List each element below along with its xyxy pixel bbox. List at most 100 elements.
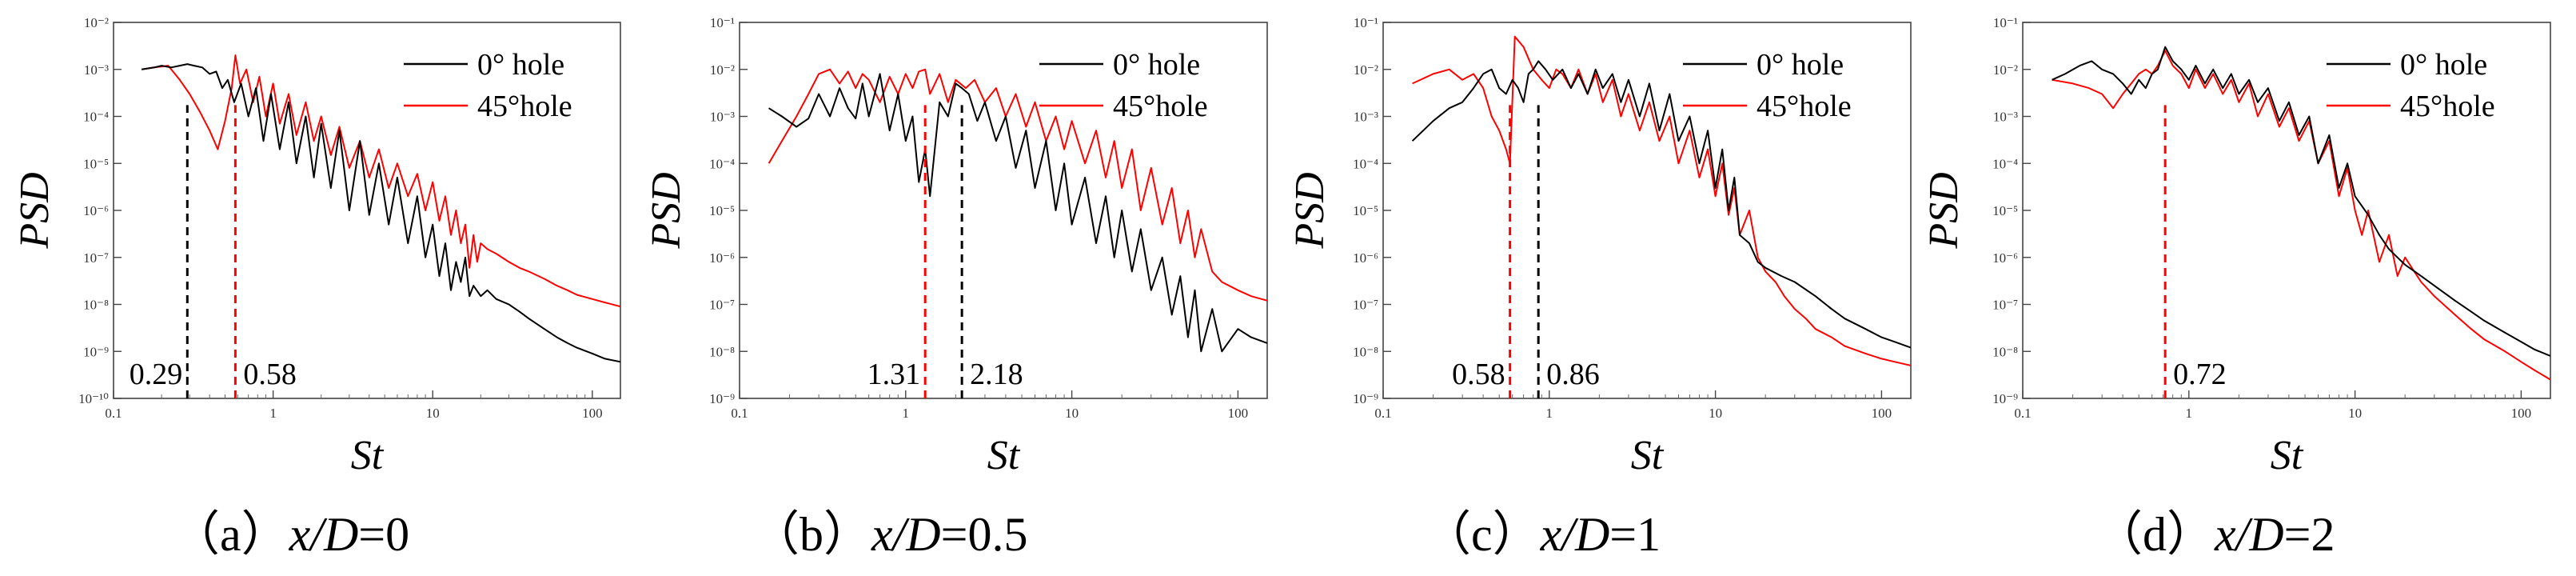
caption-variable: x/D — [289, 508, 359, 561]
caption-value: =1 — [1609, 508, 1661, 561]
panel-caption: （b）x/D=0.5 — [752, 508, 1027, 561]
legend-label: 45°hole — [1757, 90, 1852, 123]
marker-label-0.72: 0.72 — [2173, 358, 2227, 391]
series-group — [1411, 35, 1911, 366]
series-line-zero-deg-hole — [1411, 60, 1911, 349]
y-tick-label: 10⁻⁴ — [83, 110, 109, 125]
x-tick-label: 100 — [1228, 406, 1249, 421]
caption-prefix: （c） — [1423, 508, 1541, 561]
series-group — [768, 68, 1267, 353]
x-tick-label: 100 — [582, 406, 603, 421]
series-line-zero-deg-hole — [768, 73, 1267, 353]
y-tick-label: 10⁻⁶ — [709, 250, 735, 266]
marker-label-1.31: 1.31 — [867, 358, 921, 391]
y-tick-label: 10⁻³ — [84, 62, 109, 78]
caption-prefix: （b） — [752, 508, 871, 561]
chart-panel-b: 0.1 1 10 100 10⁻⁹ 10⁻⁸ 10⁻⁷ 10⁻⁶ 10⁻⁵ 10⁻⁴ 10⁻³ 10⁻… — [644, 15, 1268, 561]
y-tick-label: 10⁻⁸ — [709, 344, 735, 359]
panel-caption: （c）x/D=1 — [1423, 508, 1661, 561]
series-line-zero-deg-hole — [2052, 46, 2550, 357]
y-tick-label: 10⁻⁷ — [1353, 298, 1378, 313]
marker-label-0.58: 0.58 — [243, 358, 297, 391]
x-tick-label: 100 — [2511, 406, 2532, 421]
y-axis-title: PSD — [644, 172, 689, 249]
y-axis-title: PSD — [1921, 172, 1967, 249]
y-tick-label: 10⁻⁴ — [1353, 156, 1378, 171]
y-tick-label: 10⁻⁵ — [709, 203, 735, 218]
marker-label-2.18: 2.18 — [970, 358, 1023, 391]
x-tick-label: 1 — [269, 406, 277, 421]
series-line-forty-five-deg-hole — [142, 54, 620, 308]
caption-value: =0 — [358, 508, 409, 561]
caption-prefix: （a） — [172, 508, 289, 561]
x-tick-label: 10 — [1065, 406, 1079, 421]
x-axis-title: St — [987, 433, 1021, 478]
caption-prefix: （d） — [2095, 508, 2215, 561]
y-tick-label: 10⁻⁷ — [709, 298, 735, 313]
series-line-zero-deg-hole — [142, 63, 620, 363]
x-axis-title: St — [1631, 433, 1665, 478]
series-line-forty-five-deg-hole — [1412, 35, 1911, 366]
legend-label: 45°hole — [1113, 90, 1208, 123]
y-tick-label: 10⁻⁵ — [83, 156, 109, 171]
caption-variable: x/D — [2214, 508, 2284, 561]
y-tick-label: 10⁻¹ — [1993, 15, 2018, 30]
y-tick-label: 10⁻⁵ — [1992, 203, 2018, 218]
legend-label: 45°hole — [2400, 90, 2495, 123]
x-tick-label: 1 — [2186, 406, 2193, 421]
y-tick-label: 10⁻⁶ — [1992, 250, 2018, 266]
x-tick-label: 10 — [426, 406, 440, 421]
y-tick-label: 10⁻⁶ — [83, 203, 109, 218]
y-tick-label: 10⁻⁹ — [1992, 391, 2018, 406]
y-tick-label: 10⁻³ — [1354, 110, 1378, 125]
y-tick-label: 10⁻¹ — [710, 15, 735, 30]
legend-label: 0° hole — [1757, 48, 1844, 82]
y-tick-label: 10⁻⁹ — [709, 391, 735, 406]
y-tick-label: 10⁻² — [84, 15, 109, 30]
y-tick-label: 10⁻¹⁰ — [78, 391, 109, 406]
y-tick-label: 10⁻⁸ — [83, 298, 109, 313]
y-tick-label: 10⁻⁵ — [1353, 203, 1378, 218]
y-tick-label: 10⁻⁶ — [1353, 250, 1378, 266]
y-tick-label: 10⁻² — [710, 62, 735, 78]
y-tick-label: 10⁻³ — [1993, 110, 2018, 125]
y-tick-label: 10⁻¹ — [1354, 15, 1378, 30]
chart-panel-d: 0.1 1 10 100 10⁻⁹ 10⁻⁸ 10⁻⁷ 10⁻⁶ 10⁻⁵ 10⁻⁴ 10⁻³ 10⁻… — [1921, 15, 2551, 561]
x-tick-label: 0.1 — [105, 406, 122, 421]
y-tick-label: 10⁻⁷ — [83, 250, 109, 266]
caption-value: =0.5 — [941, 508, 1028, 561]
y-tick-label: 10⁻⁸ — [1992, 344, 2018, 359]
y-tick-label: 10⁻⁹ — [1353, 391, 1378, 406]
x-tick-label: 100 — [1872, 406, 1892, 421]
y-tick-label: 10⁻⁷ — [1992, 298, 2018, 313]
series-line-forty-five-deg-hole — [2052, 50, 2550, 381]
chart-panel-a: 0.1 1 10 100 10⁻¹⁰ 10⁻⁹ 10⁻⁸ 10⁻⁷ 10⁻⁶ 10⁻⁵ 10⁻⁴ 10… — [12, 15, 621, 561]
y-axis-title: PSD — [12, 172, 58, 249]
y-axis-title: PSD — [1287, 172, 1333, 249]
x-tick-label: 0.1 — [1374, 406, 1391, 421]
y-tick-label: 10⁻⁸ — [1353, 344, 1378, 359]
x-tick-label: 10 — [1709, 406, 1722, 421]
marker-label-0.86: 0.86 — [1546, 358, 1600, 391]
marker-label-0.29: 0.29 — [130, 358, 183, 391]
caption-value: =2 — [2284, 508, 2335, 561]
legend-label: 0° hole — [477, 48, 564, 82]
panel-caption: （a）x/D=0 — [172, 508, 409, 561]
marker-label-0.58: 0.58 — [1452, 358, 1505, 391]
chart-panel-c: 0.1 1 10 100 10⁻⁹ 10⁻⁸ 10⁻⁷ 10⁻⁶ 10⁻⁵ 10⁻⁴ 10⁻³ 10⁻… — [1287, 15, 1912, 561]
legend-label: 0° hole — [1113, 48, 1200, 82]
legend-label: 45°hole — [477, 90, 572, 123]
y-tick-label: 10⁻⁴ — [1992, 156, 2018, 171]
x-tick-label: 0.1 — [731, 406, 748, 421]
series-group — [2052, 46, 2550, 381]
caption-variable: x/D — [1540, 508, 1610, 561]
y-tick-label: 10⁻³ — [710, 110, 735, 125]
panel-caption: （d）x/D=2 — [2095, 508, 2335, 561]
series-group — [142, 54, 620, 363]
x-axis-title: St — [2271, 433, 2304, 478]
x-tick-label: 0.1 — [2014, 406, 2031, 421]
y-tick-label: 10⁻² — [1354, 62, 1378, 78]
y-tick-label: 10⁻⁴ — [709, 156, 735, 171]
legend-label: 0° hole — [2400, 48, 2487, 82]
